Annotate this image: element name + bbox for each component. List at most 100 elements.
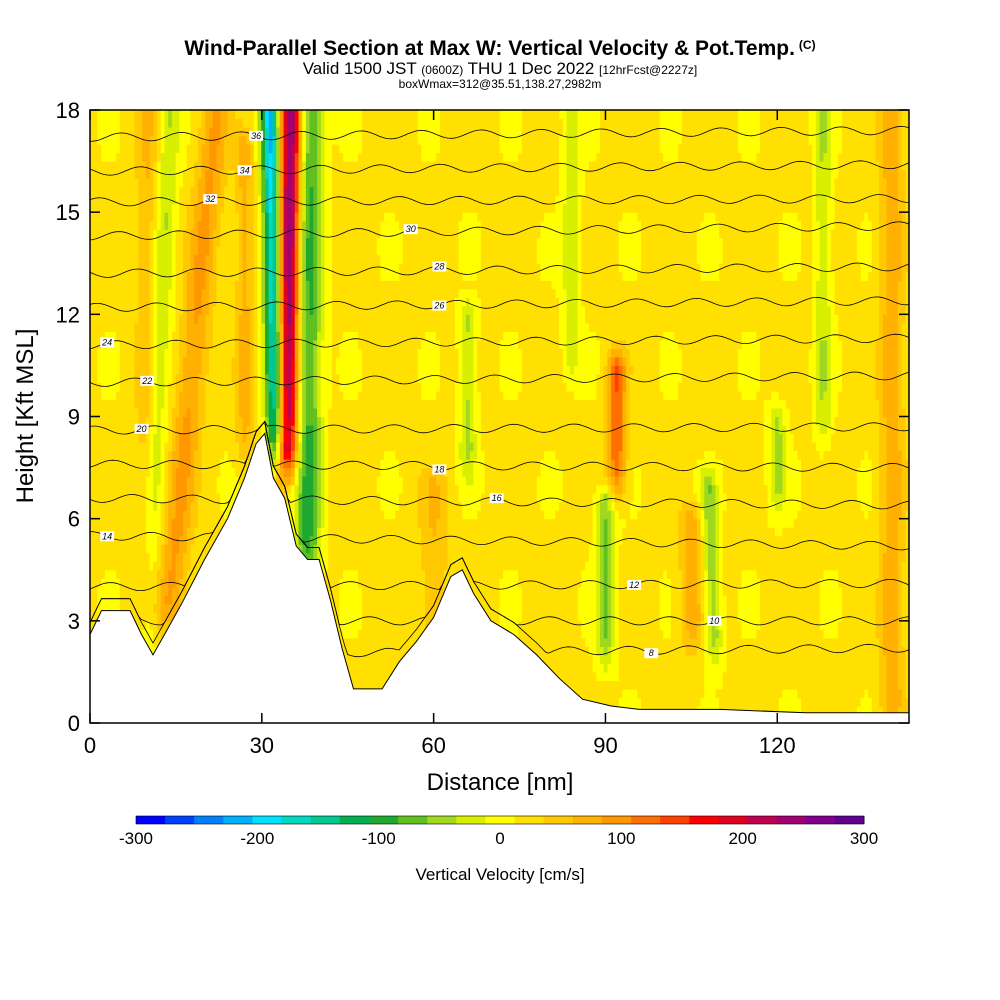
velocity-cell (346, 603, 352, 613)
velocity-cell (194, 237, 199, 247)
velocity-cell (242, 144, 247, 154)
velocity-cell (153, 348, 158, 358)
velocity-cell (231, 152, 236, 162)
velocity-cell (153, 254, 158, 264)
velocity-cell (283, 297, 288, 307)
velocity-cell (171, 229, 177, 239)
velocity-cell (320, 178, 326, 188)
velocity-cell (93, 203, 99, 213)
velocity-cell (149, 186, 154, 196)
velocity-cell (294, 144, 300, 154)
velocity-cell (231, 203, 236, 213)
velocity-cell (175, 493, 180, 503)
velocity-cell (183, 110, 188, 120)
velocity-cell (216, 152, 221, 162)
velocity-cell (190, 467, 195, 477)
velocity-cell (157, 246, 162, 256)
velocity-cell (104, 467, 110, 477)
velocity-cell (268, 271, 274, 281)
velocity-cell (209, 212, 214, 222)
velocity-cell (224, 314, 229, 324)
velocity-cell (116, 578, 121, 588)
velocity-cell (346, 527, 352, 537)
velocity-cell (160, 237, 166, 247)
velocity-cell (164, 510, 169, 520)
velocity-cell (264, 280, 270, 290)
velocity-cell (305, 493, 311, 503)
velocity-cell (194, 459, 199, 469)
velocity-cell (149, 459, 154, 469)
velocity-cell (112, 339, 117, 349)
velocity-cell (127, 399, 132, 409)
velocity-cell (227, 144, 233, 154)
velocity-cell (298, 178, 303, 188)
velocity-cell (294, 118, 300, 128)
velocity-cell (224, 339, 229, 349)
velocity-cell (119, 382, 125, 392)
velocity-cell (331, 118, 337, 128)
velocity-cell (205, 280, 210, 290)
velocity-cell (309, 263, 314, 273)
velocity-cell (138, 569, 143, 579)
velocity-cell (138, 544, 143, 554)
velocity-cell (320, 450, 326, 460)
velocity-cell (90, 169, 95, 179)
velocity-cell (93, 407, 99, 418)
velocity-cell (209, 339, 214, 349)
velocity-cell (175, 561, 180, 571)
velocity-cell (197, 314, 203, 324)
velocity-cell (224, 425, 229, 435)
velocity-cell (272, 110, 277, 120)
velocity-cell (246, 127, 251, 137)
velocity-cell (317, 356, 322, 367)
velocity-cell (231, 288, 236, 298)
velocity-cell (149, 203, 154, 213)
velocity-cell (104, 518, 110, 528)
velocity-cell (209, 203, 214, 213)
velocity-cell (194, 348, 199, 358)
velocity-cell (90, 569, 95, 579)
velocity-cell (149, 263, 154, 273)
velocity-cell (171, 135, 177, 145)
velocity-cell (171, 459, 177, 469)
velocity-cell (268, 305, 274, 315)
velocity-cell (302, 144, 307, 154)
velocity-cell (328, 425, 333, 435)
velocity-cell (298, 314, 303, 324)
velocity-cell (220, 348, 225, 358)
velocity-cell (205, 399, 210, 409)
velocity-cell (175, 569, 180, 579)
velocity-cell (253, 297, 259, 307)
velocity-cell (175, 339, 180, 349)
velocity-cell (134, 203, 139, 213)
velocity-cell (238, 305, 244, 315)
velocity-cell (108, 254, 113, 264)
velocity-cell (268, 331, 274, 341)
velocity-cell (157, 305, 162, 315)
velocity-cell (272, 127, 277, 137)
velocity-cell (142, 603, 147, 613)
velocity-cell (194, 535, 199, 545)
velocity-cell (183, 544, 188, 554)
velocity-cell (130, 544, 136, 554)
velocity-cell (145, 339, 151, 349)
velocity-cell (104, 399, 110, 409)
velocity-cell (112, 178, 117, 188)
velocity-cell (123, 297, 128, 307)
velocity-cell (104, 186, 110, 196)
velocity-cell (112, 254, 117, 264)
velocity-cell (264, 348, 270, 358)
velocity-cell (320, 561, 326, 571)
velocity-cell (309, 407, 314, 418)
velocity-cell (209, 416, 214, 426)
velocity-cell (153, 195, 158, 205)
velocity-cell (212, 399, 218, 409)
velocity-cell (153, 203, 158, 213)
velocity-cell (153, 501, 158, 511)
velocity-cell (149, 229, 154, 239)
velocity-cell (175, 237, 180, 247)
velocity-cell (246, 322, 251, 332)
velocity-cell (302, 135, 307, 145)
velocity-cell (205, 246, 210, 256)
velocity-cell (305, 442, 311, 452)
